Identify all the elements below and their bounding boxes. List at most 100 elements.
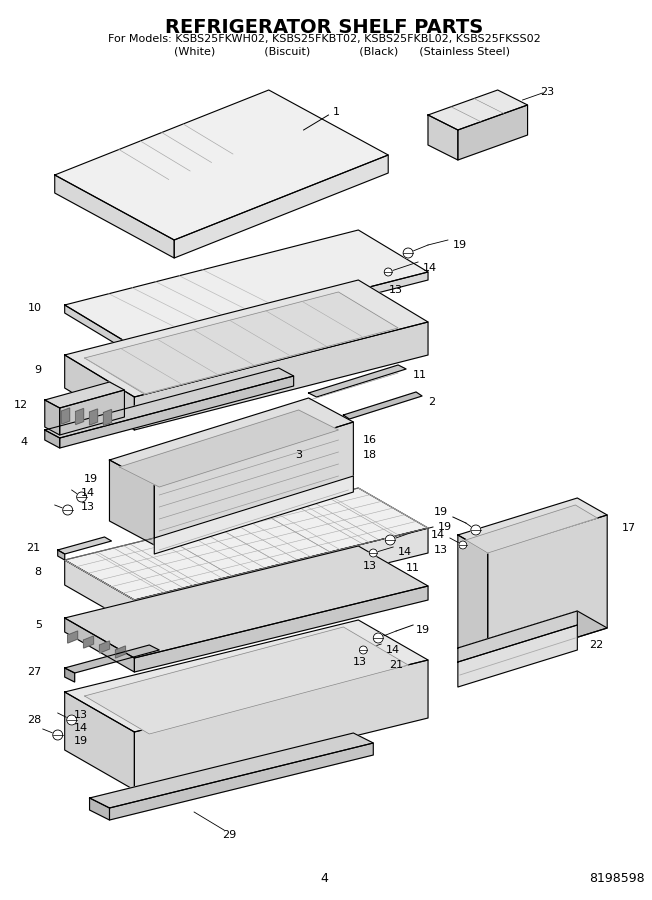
Text: 13: 13	[74, 710, 87, 720]
Polygon shape	[134, 272, 428, 355]
Text: 13: 13	[434, 545, 448, 555]
Text: 13: 13	[363, 561, 378, 571]
Polygon shape	[65, 645, 159, 673]
Polygon shape	[65, 305, 134, 355]
Polygon shape	[45, 430, 60, 448]
Circle shape	[77, 492, 87, 502]
Polygon shape	[458, 535, 488, 665]
Circle shape	[359, 646, 367, 654]
Polygon shape	[428, 90, 527, 130]
Polygon shape	[134, 322, 428, 430]
Polygon shape	[308, 365, 406, 397]
Polygon shape	[55, 90, 388, 240]
Text: 13: 13	[389, 285, 403, 295]
Text: 27: 27	[27, 667, 42, 677]
Polygon shape	[55, 175, 174, 258]
Text: 14: 14	[80, 488, 95, 498]
Circle shape	[369, 549, 378, 557]
Text: 4: 4	[21, 437, 28, 447]
Polygon shape	[89, 409, 98, 425]
Text: 19: 19	[438, 522, 452, 532]
Polygon shape	[458, 611, 577, 662]
Polygon shape	[104, 410, 111, 426]
Text: 16: 16	[363, 435, 378, 445]
Text: 21: 21	[389, 660, 403, 670]
Text: 19: 19	[434, 507, 448, 517]
Polygon shape	[110, 460, 155, 545]
Text: REFRIGERATOR SHELF PARTS: REFRIGERATOR SHELF PARTS	[166, 18, 484, 37]
Polygon shape	[60, 390, 125, 435]
Polygon shape	[65, 546, 428, 658]
Polygon shape	[488, 515, 607, 665]
Text: 13: 13	[81, 502, 95, 512]
Text: 17: 17	[622, 523, 636, 533]
Polygon shape	[65, 230, 428, 347]
Circle shape	[373, 633, 383, 643]
Polygon shape	[45, 368, 293, 438]
Text: 14: 14	[423, 263, 437, 273]
Polygon shape	[65, 692, 134, 790]
Polygon shape	[45, 400, 60, 435]
Polygon shape	[65, 355, 134, 430]
Text: 22: 22	[589, 640, 604, 650]
Text: 5: 5	[35, 620, 42, 630]
Text: For Models: KSBS25FKWH02, KSBS25FKBT02, KSBS25FKBL02, KSBS25FKSS02: For Models: KSBS25FKWH02, KSBS25FKBT02, …	[108, 34, 541, 44]
Text: 11: 11	[413, 370, 427, 380]
Text: 19: 19	[452, 240, 467, 250]
Polygon shape	[60, 376, 293, 448]
Circle shape	[459, 541, 467, 549]
Polygon shape	[45, 382, 125, 408]
Text: 8198598: 8198598	[589, 871, 645, 885]
Polygon shape	[65, 618, 134, 672]
Polygon shape	[110, 398, 353, 484]
Polygon shape	[62, 408, 70, 424]
Text: 12: 12	[14, 400, 28, 410]
Text: 19: 19	[74, 736, 87, 746]
Text: 3: 3	[295, 450, 302, 460]
Polygon shape	[174, 155, 388, 258]
Circle shape	[471, 525, 481, 535]
Text: 28: 28	[27, 715, 42, 725]
Polygon shape	[134, 586, 428, 672]
Text: 4: 4	[321, 871, 329, 885]
Polygon shape	[65, 560, 134, 625]
Polygon shape	[65, 620, 428, 732]
Text: 13: 13	[353, 657, 367, 667]
Polygon shape	[458, 105, 527, 160]
Text: 9: 9	[35, 365, 42, 375]
Text: 19: 19	[83, 474, 98, 484]
Circle shape	[403, 248, 413, 258]
Polygon shape	[65, 488, 428, 600]
Polygon shape	[65, 668, 74, 682]
Polygon shape	[89, 733, 373, 808]
Polygon shape	[110, 743, 373, 820]
Polygon shape	[85, 292, 398, 394]
Polygon shape	[85, 627, 408, 734]
Text: 19: 19	[416, 625, 430, 635]
Circle shape	[67, 715, 77, 725]
Text: 14: 14	[74, 723, 87, 733]
Text: 2: 2	[428, 397, 435, 407]
Polygon shape	[76, 409, 83, 425]
Polygon shape	[115, 646, 125, 658]
Text: 18: 18	[363, 450, 378, 460]
Polygon shape	[68, 631, 78, 643]
Text: 1: 1	[333, 107, 340, 117]
Text: 23: 23	[541, 87, 554, 97]
Polygon shape	[344, 392, 422, 419]
Text: 11: 11	[406, 563, 420, 573]
Polygon shape	[100, 641, 110, 653]
Text: 29: 29	[222, 830, 236, 840]
Circle shape	[384, 268, 393, 276]
Polygon shape	[58, 537, 111, 554]
Polygon shape	[83, 636, 94, 648]
Polygon shape	[58, 550, 65, 560]
Text: 8: 8	[35, 567, 42, 577]
Polygon shape	[155, 422, 353, 545]
Polygon shape	[134, 660, 428, 790]
Polygon shape	[458, 611, 607, 665]
Polygon shape	[155, 476, 353, 554]
Polygon shape	[65, 280, 428, 397]
Circle shape	[385, 535, 395, 545]
Text: 21: 21	[25, 543, 40, 553]
